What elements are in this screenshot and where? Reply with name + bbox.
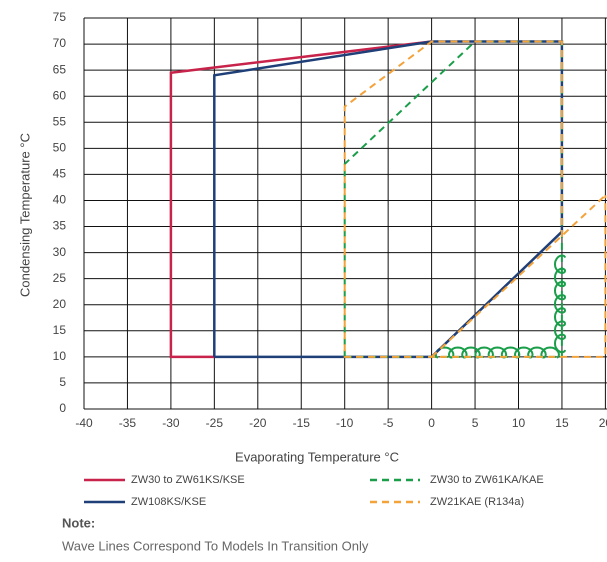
series-line: [169, 40, 432, 359]
x-tick-label: -15: [293, 416, 311, 430]
x-tick-label: -30: [162, 416, 180, 430]
y-tick-label: 55: [53, 114, 67, 128]
x-tick-label: 5: [472, 416, 479, 430]
transition-wave: [434, 346, 560, 359]
y-tick-label: 25: [53, 271, 67, 285]
note: Wave Lines Correspond To Models In Trans…: [62, 538, 369, 553]
y-tick-label: 60: [53, 88, 67, 102]
x-tick-label: -5: [383, 416, 394, 430]
legend-label: ZW30 to ZW61KA/KAE: [430, 474, 544, 486]
y-tick-label: 10: [53, 349, 67, 363]
y-tick-label: 70: [53, 36, 67, 50]
x-tick-label: 15: [555, 416, 569, 430]
note-title: Note:: [62, 515, 95, 530]
transition-wave: [553, 254, 567, 354]
series-line: [343, 40, 607, 358]
x-tick-label: 20: [599, 416, 607, 430]
y-tick-label: 30: [53, 245, 67, 259]
y-tick-label: 20: [53, 297, 67, 311]
x-tick-label: -10: [336, 416, 354, 430]
x-tick-label: -20: [249, 416, 267, 430]
series-line: [343, 40, 563, 358]
x-tick-label: -35: [119, 416, 137, 430]
y-tick-label: 65: [53, 62, 67, 76]
x-tick-label: 0: [428, 416, 435, 430]
y-tick-label: 0: [59, 401, 66, 415]
legend-label: ZW30 to ZW61KS/KSE: [131, 474, 245, 486]
y-tick-label: 15: [53, 323, 67, 337]
y-tick-label: 50: [53, 141, 67, 155]
y-tick-label: 45: [53, 167, 67, 181]
y-axis-title: Condensing Temperature °C: [17, 133, 32, 297]
y-tick-label: 5: [59, 375, 66, 389]
legend-label: ZW21KAE (R134a): [430, 496, 524, 508]
legend-label: ZW108KS/KSE: [131, 496, 206, 508]
y-tick-label: 35: [53, 219, 67, 233]
x-tick-label: -25: [206, 416, 224, 430]
y-tick-label: 40: [53, 193, 67, 207]
x-tick-label: 10: [512, 416, 526, 430]
y-tick-label: 75: [53, 10, 67, 24]
x-axis-title: Evaporating Temperature °C: [235, 449, 399, 464]
x-tick-label: -40: [75, 416, 93, 430]
